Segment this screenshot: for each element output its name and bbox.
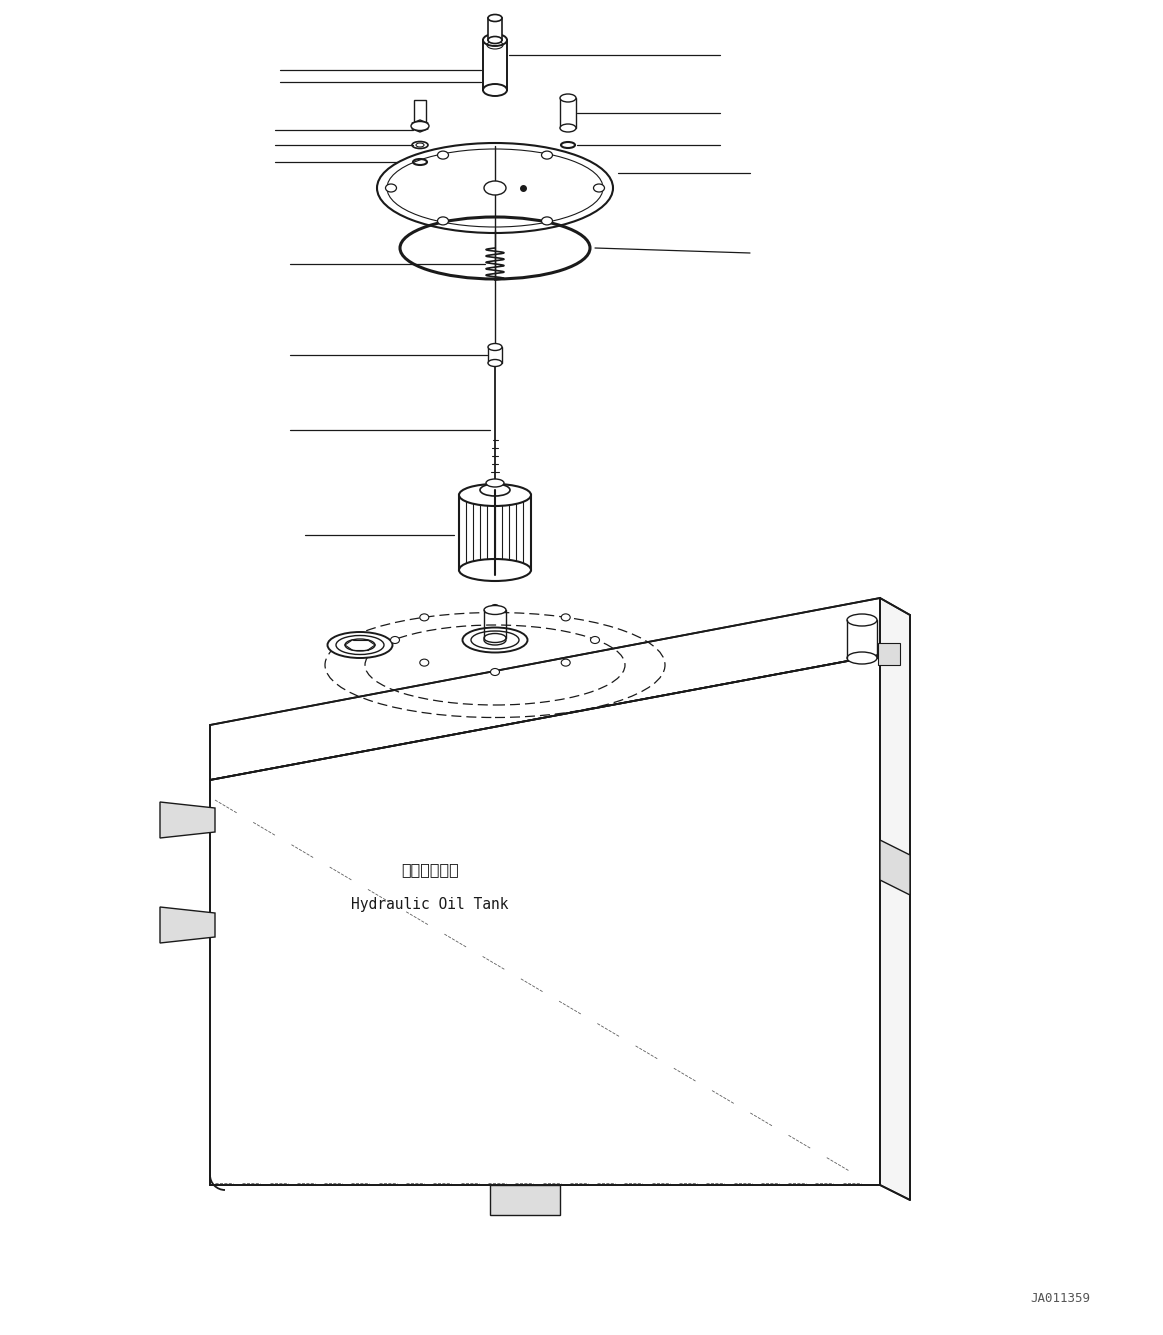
Ellipse shape — [328, 631, 392, 658]
Ellipse shape — [542, 216, 552, 224]
Ellipse shape — [847, 614, 877, 626]
Ellipse shape — [491, 669, 499, 676]
Polygon shape — [459, 495, 531, 570]
Polygon shape — [160, 906, 215, 943]
Ellipse shape — [391, 637, 400, 643]
Text: Hydraulic Oil Tank: Hydraulic Oil Tank — [351, 897, 508, 913]
Polygon shape — [211, 598, 880, 780]
Polygon shape — [880, 840, 909, 894]
Polygon shape — [414, 100, 426, 125]
Ellipse shape — [411, 121, 429, 131]
Ellipse shape — [593, 184, 605, 192]
Ellipse shape — [562, 614, 570, 621]
Polygon shape — [878, 643, 900, 665]
Polygon shape — [490, 1185, 561, 1215]
Ellipse shape — [336, 635, 384, 654]
Ellipse shape — [420, 659, 429, 666]
Ellipse shape — [488, 36, 502, 44]
Ellipse shape — [483, 33, 507, 45]
Ellipse shape — [484, 182, 506, 195]
Ellipse shape — [459, 485, 531, 506]
Polygon shape — [488, 17, 502, 40]
Ellipse shape — [542, 151, 552, 159]
Ellipse shape — [459, 559, 531, 581]
Ellipse shape — [480, 485, 511, 497]
Ellipse shape — [561, 93, 576, 101]
Ellipse shape — [420, 614, 429, 621]
Ellipse shape — [483, 84, 507, 96]
Text: 作動油タンク: 作動油タンク — [401, 862, 459, 877]
Ellipse shape — [847, 651, 877, 663]
Ellipse shape — [377, 143, 613, 234]
Ellipse shape — [488, 359, 502, 367]
Ellipse shape — [488, 343, 502, 351]
Ellipse shape — [345, 639, 374, 651]
Ellipse shape — [562, 659, 570, 666]
Ellipse shape — [484, 635, 506, 645]
Polygon shape — [561, 97, 576, 128]
Ellipse shape — [491, 605, 499, 611]
Polygon shape — [880, 598, 909, 1200]
Bar — [488, 347, 502, 363]
Ellipse shape — [591, 637, 599, 643]
Ellipse shape — [484, 634, 506, 642]
Ellipse shape — [561, 124, 576, 132]
Polygon shape — [211, 655, 880, 1185]
Ellipse shape — [385, 184, 397, 192]
Polygon shape — [483, 40, 507, 89]
Text: JA011359: JA011359 — [1030, 1292, 1090, 1306]
Ellipse shape — [437, 216, 449, 224]
Polygon shape — [160, 802, 215, 838]
Polygon shape — [412, 120, 428, 132]
Ellipse shape — [488, 15, 502, 21]
Ellipse shape — [486, 479, 504, 487]
Ellipse shape — [484, 606, 506, 614]
Ellipse shape — [471, 631, 519, 649]
Ellipse shape — [463, 627, 528, 653]
Ellipse shape — [437, 151, 449, 159]
